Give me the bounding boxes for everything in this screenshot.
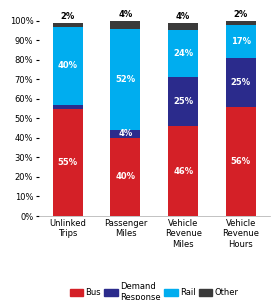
Bar — [226, 25, 256, 58]
Bar — [168, 77, 198, 126]
Bar — [53, 27, 83, 105]
Bar — [226, 21, 256, 25]
Bar — [110, 21, 140, 28]
Text: 40%: 40% — [115, 172, 135, 182]
Bar — [168, 23, 198, 31]
Bar — [53, 109, 83, 216]
Text: 46%: 46% — [173, 167, 193, 176]
Text: 24%: 24% — [173, 50, 193, 58]
Text: 2%: 2% — [61, 12, 75, 21]
Bar — [168, 31, 198, 77]
Text: 52%: 52% — [115, 75, 135, 84]
Bar — [53, 23, 83, 27]
Bar — [110, 130, 140, 138]
Text: 56%: 56% — [231, 157, 251, 166]
Text: 55%: 55% — [58, 158, 78, 167]
Bar — [53, 105, 83, 109]
Text: 17%: 17% — [231, 37, 251, 46]
Text: 25%: 25% — [231, 78, 251, 87]
Text: 40%: 40% — [58, 61, 78, 70]
Text: 4%: 4% — [118, 10, 133, 19]
Bar — [110, 138, 140, 216]
Text: 4%: 4% — [118, 130, 133, 139]
Text: 4%: 4% — [176, 12, 190, 21]
Bar — [168, 126, 198, 216]
Text: 2%: 2% — [234, 10, 248, 19]
Bar — [110, 28, 140, 130]
Bar — [226, 58, 256, 106]
Legend: Bus, Demand
Response, Rail, Other: Bus, Demand Response, Rail, Other — [70, 282, 239, 300]
Bar — [226, 106, 256, 216]
Text: 25%: 25% — [173, 97, 193, 106]
